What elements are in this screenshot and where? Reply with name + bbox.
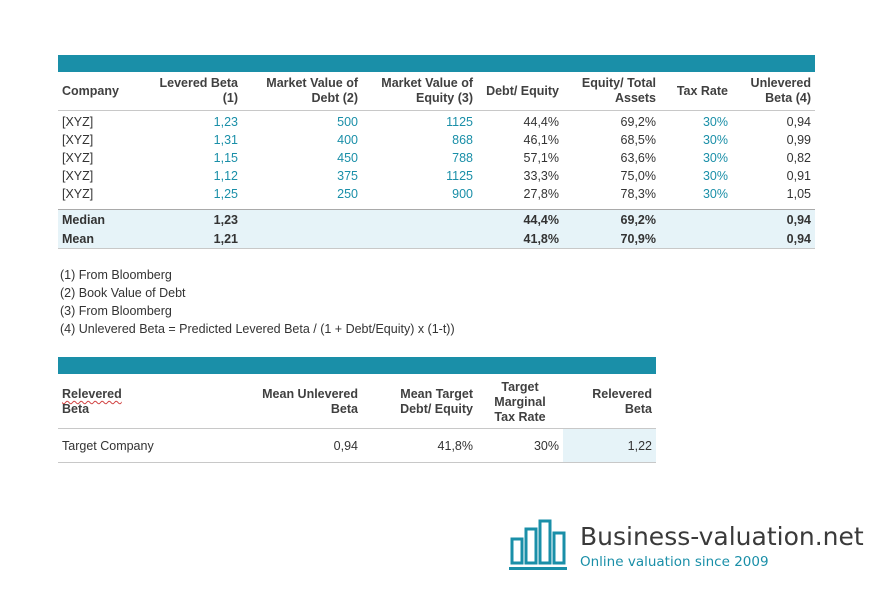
header-levered-beta: Levered Beta (1) <box>146 72 242 111</box>
median-label: Median <box>58 209 146 229</box>
header-relevered-beta: Relevered Beta <box>563 376 656 429</box>
footnote: (4) Unlevered Beta = Predicted Levered B… <box>60 322 455 336</box>
header-equity-total-assets: Equity/ Total Assets <box>563 72 660 111</box>
header-market-value-debt: Market Value of Debt (2) <box>242 72 362 111</box>
cell-levered-beta: 1,31 <box>213 133 238 147</box>
cell-debt-equity: 27,8% <box>523 187 559 201</box>
cell-debt-equity: 33,3% <box>523 169 559 183</box>
mean-row: Mean 1,21 41,8% 70,9% 0,94 <box>58 229 815 249</box>
table2-header-row: Relevered Beta Mean Unlevered Beta Mean Ta… <box>58 376 656 429</box>
cell-equity-total-assets: 75,0% <box>620 169 656 183</box>
table-row: [XYZ] 1,12 375 1125 33,3% 75,0% 30% 0,91 <box>58 167 815 185</box>
table-row: Target Company 0,94 41,8% 30% 1,22 <box>58 428 656 463</box>
cell-equity-total-assets: 63,6% <box>620 151 656 165</box>
table-row: [XYZ] 1,23 500 1125 44,4% 69,2% 30% 0,94 <box>58 111 815 132</box>
mean-equity-total-assets: 70,9% <box>563 229 660 249</box>
header-market-value-equity: Market Value of Equity (3) <box>362 72 477 111</box>
cell-company: [XYZ] <box>62 151 94 165</box>
cell-company: [XYZ] <box>62 187 94 201</box>
table2-header-band <box>58 357 656 374</box>
brand-name: Business-valuation.net <box>580 522 864 551</box>
header-mean-unlevered-beta: Mean Unlevered Beta <box>242 376 362 429</box>
relevered-beta-table: Relevered Beta Mean Unlevered Beta Mean Ta… <box>58 376 656 463</box>
cell-mean-unlevered-beta: 0,94 <box>242 428 362 463</box>
cell-market-value-equity: 1125 <box>446 115 473 129</box>
bar-chart-icon <box>509 517 567 580</box>
cell-debt-equity: 44,4% <box>523 115 559 129</box>
cell-company: [XYZ] <box>62 169 94 183</box>
cell-market-value-debt: 375 <box>337 169 358 183</box>
cell-tax-rate: 30% <box>702 115 728 129</box>
median-levered-beta: 1,23 <box>146 209 242 229</box>
cell-market-value-debt: 500 <box>337 115 358 129</box>
cell-levered-beta: 1,15 <box>213 151 238 165</box>
beta-comparables-table: Company Levered Beta (1) Market Value of D… <box>58 72 815 249</box>
cell-market-value-equity: 788 <box>452 151 473 165</box>
cell-equity-total-assets: 69,2% <box>620 115 656 129</box>
cell-market-value-equity: 900 <box>452 187 473 201</box>
header-unlevered-beta: Unlevered Beta (4) <box>732 72 815 111</box>
cell-market-value-debt: 250 <box>337 187 358 201</box>
cell-levered-beta: 1,25 <box>213 187 238 201</box>
cell-levered-beta: 1,12 <box>213 169 238 183</box>
mean-debt-equity: 41,8% <box>477 229 563 249</box>
cell-tax-rate: 30% <box>702 169 728 183</box>
header-company: Company <box>58 72 146 111</box>
cell-levered-beta: 1,23 <box>213 115 238 129</box>
cell-tax-rate: 30% <box>702 151 728 165</box>
mean-label: Mean <box>58 229 146 249</box>
cell-mean-target-debt-equity: 41,8% <box>362 428 477 463</box>
footnote: (2) Book Value of Debt <box>60 286 186 300</box>
table-row: [XYZ] 1,31 400 868 46,1% 68,5% 30% 0,99 <box>58 131 815 149</box>
cell-market-value-equity: 868 <box>452 133 473 147</box>
cell-market-value-debt: 400 <box>337 133 358 147</box>
table-row: [XYZ] 1,25 250 900 27,8% 78,3% 30% 1,05 <box>58 185 815 203</box>
cell-equity-total-assets: 78,3% <box>620 187 656 201</box>
table1-header-band <box>58 55 815 72</box>
cell-market-value-equity: 1125 <box>446 169 473 183</box>
cell-company: [XYZ] <box>62 133 94 147</box>
cell-unlevered-beta: 0,82 <box>786 151 811 165</box>
header-debt-equity: Debt/ Equity <box>477 72 563 111</box>
header-relevered: Relevered Beta <box>58 376 242 429</box>
cell-market-value-debt: 450 <box>337 151 358 165</box>
brand-tagline: Online valuation since 2009 <box>580 554 769 570</box>
median-row: Median 1,23 44,4% 69,2% 0,94 <box>58 209 815 229</box>
cell-unlevered-beta: 0,94 <box>786 115 811 129</box>
median-equity-total-assets: 69,2% <box>563 209 660 229</box>
cell-target-company: Target Company <box>58 428 242 463</box>
footnotes: (1) From Bloomberg (2) Book Value of Deb… <box>60 266 455 338</box>
cell-tax-rate: 30% <box>702 133 728 147</box>
median-unlevered-beta: 0,94 <box>732 209 815 229</box>
table1-header-row: Company Levered Beta (1) Market Value of D… <box>58 72 815 111</box>
header-mean-target-debt-equity: Mean Target Debt/ Equity <box>362 376 477 429</box>
cell-target-tax-rate: 30% <box>477 428 563 463</box>
footnote: (3) From Bloomberg <box>60 304 172 318</box>
cell-unlevered-beta: 1,05 <box>786 187 811 201</box>
header-tax-rate: Tax Rate <box>660 72 732 111</box>
brand-block: Business-valuation.net Online valuation … <box>580 522 864 570</box>
cell-relevered-beta: 1,22 <box>563 428 656 463</box>
cell-equity-total-assets: 68,5% <box>620 133 656 147</box>
mean-unlevered-beta: 0,94 <box>732 229 815 249</box>
cell-debt-equity: 46,1% <box>523 133 559 147</box>
footnote: (1) From Bloomberg <box>60 268 172 282</box>
cell-company: [XYZ] <box>62 115 94 129</box>
cell-tax-rate: 30% <box>702 187 728 201</box>
cell-unlevered-beta: 0,99 <box>786 133 811 147</box>
cell-debt-equity: 57,1% <box>523 151 559 165</box>
header-target-marginal-tax-rate: Target Marginal Tax Rate <box>477 376 563 429</box>
table-row: [XYZ] 1,15 450 788 57,1% 63,6% 30% 0,82 <box>58 149 815 167</box>
median-debt-equity: 44,4% <box>477 209 563 229</box>
cell-unlevered-beta: 0,91 <box>786 169 811 183</box>
mean-levered-beta: 1,21 <box>146 229 242 249</box>
